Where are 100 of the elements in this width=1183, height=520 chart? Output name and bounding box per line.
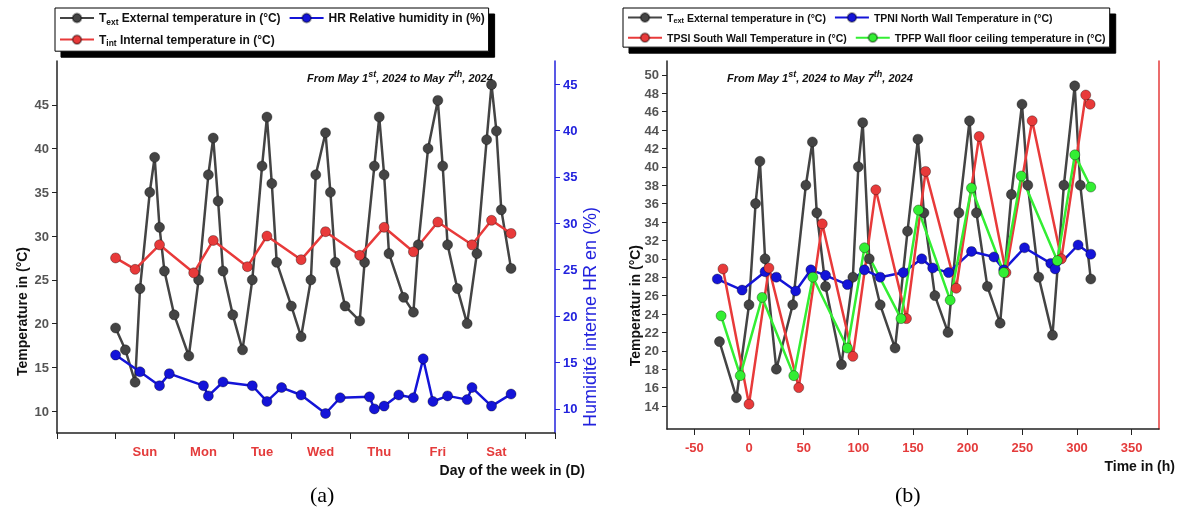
y-tick-label: 30	[644, 251, 659, 267]
text: (a)	[310, 481, 335, 507]
y2-tick-label: 45	[563, 76, 578, 92]
point	[427, 395, 439, 407]
point	[1051, 255, 1063, 267]
point	[110, 322, 122, 334]
x-axis-title: Day of the week in (D)	[439, 462, 585, 478]
point	[305, 274, 317, 286]
point	[227, 309, 239, 321]
y-tick-label: 22	[644, 324, 659, 340]
point	[1069, 149, 1081, 161]
point	[770, 363, 782, 375]
point	[271, 256, 283, 268]
point	[134, 366, 146, 378]
point	[442, 239, 454, 251]
point	[407, 306, 419, 318]
point	[870, 184, 882, 196]
point	[953, 207, 965, 219]
y-tick-label: 45	[34, 97, 49, 113]
point	[393, 389, 405, 401]
point	[193, 274, 205, 286]
point	[119, 344, 131, 356]
point	[973, 130, 985, 142]
point	[787, 299, 799, 311]
point	[715, 310, 727, 322]
y2-axis-title: Humidité interne HR en (%)	[580, 206, 600, 428]
point	[256, 160, 268, 172]
point	[461, 318, 473, 330]
y-tick-label: 44	[644, 122, 660, 138]
x-tick-label: Wed	[307, 444, 335, 459]
point	[858, 242, 870, 254]
point	[966, 182, 977, 194]
point	[763, 262, 775, 274]
point	[942, 326, 954, 338]
point	[759, 253, 771, 265]
point	[944, 294, 956, 306]
point	[966, 245, 977, 257]
y-tick-label: 10	[34, 403, 49, 419]
point	[790, 285, 802, 297]
y-tick-label: 36	[644, 196, 659, 212]
point	[505, 388, 517, 400]
point	[202, 390, 214, 402]
point	[970, 207, 982, 219]
y2-tick-label: 35	[563, 169, 578, 185]
point	[874, 271, 886, 283]
point	[920, 165, 932, 177]
x-tick-label: -50	[684, 440, 704, 455]
point	[163, 368, 175, 380]
point	[1026, 115, 1038, 127]
text: (b)	[895, 481, 921, 507]
point	[354, 315, 366, 327]
point	[378, 169, 390, 181]
point	[820, 269, 832, 281]
point	[902, 225, 914, 237]
point	[807, 271, 819, 283]
point	[378, 400, 390, 412]
point	[368, 403, 380, 415]
point	[442, 390, 454, 402]
point	[912, 133, 924, 145]
point	[310, 169, 322, 181]
x-axis-title: Time in (h)	[1104, 458, 1176, 474]
point	[422, 143, 434, 155]
point	[202, 169, 214, 181]
point	[368, 160, 380, 172]
x-tick-label: 100	[847, 440, 870, 455]
point	[168, 309, 180, 321]
point	[237, 344, 249, 356]
point	[354, 249, 366, 261]
point	[717, 263, 729, 275]
point	[1058, 179, 1070, 191]
point	[770, 271, 782, 283]
point	[1085, 248, 1097, 260]
point	[1069, 80, 1081, 92]
x-tick-label: Thu	[367, 444, 392, 459]
point	[261, 230, 273, 242]
point	[261, 395, 273, 407]
point	[495, 204, 507, 216]
point	[713, 336, 725, 348]
point	[329, 256, 341, 268]
x-tick-label: 300	[1066, 440, 1088, 455]
point	[451, 283, 463, 295]
point	[895, 313, 907, 325]
y-tick-label: 50	[644, 67, 659, 83]
x-tick-label: 0	[745, 440, 753, 455]
point	[320, 408, 332, 420]
point	[929, 290, 941, 302]
y2-tick-label: 30	[563, 215, 578, 231]
x-tick-label: Fri	[429, 444, 447, 459]
point	[481, 134, 493, 146]
point	[1033, 271, 1045, 283]
y-tick-label: 35	[34, 184, 49, 200]
point	[378, 221, 390, 233]
point	[889, 342, 901, 354]
y-tick-label: 32	[644, 232, 659, 248]
point	[339, 300, 351, 312]
point	[295, 331, 307, 343]
y-tick-label: 28	[644, 269, 659, 285]
point	[154, 239, 166, 251]
point	[743, 299, 755, 311]
point	[129, 376, 141, 388]
